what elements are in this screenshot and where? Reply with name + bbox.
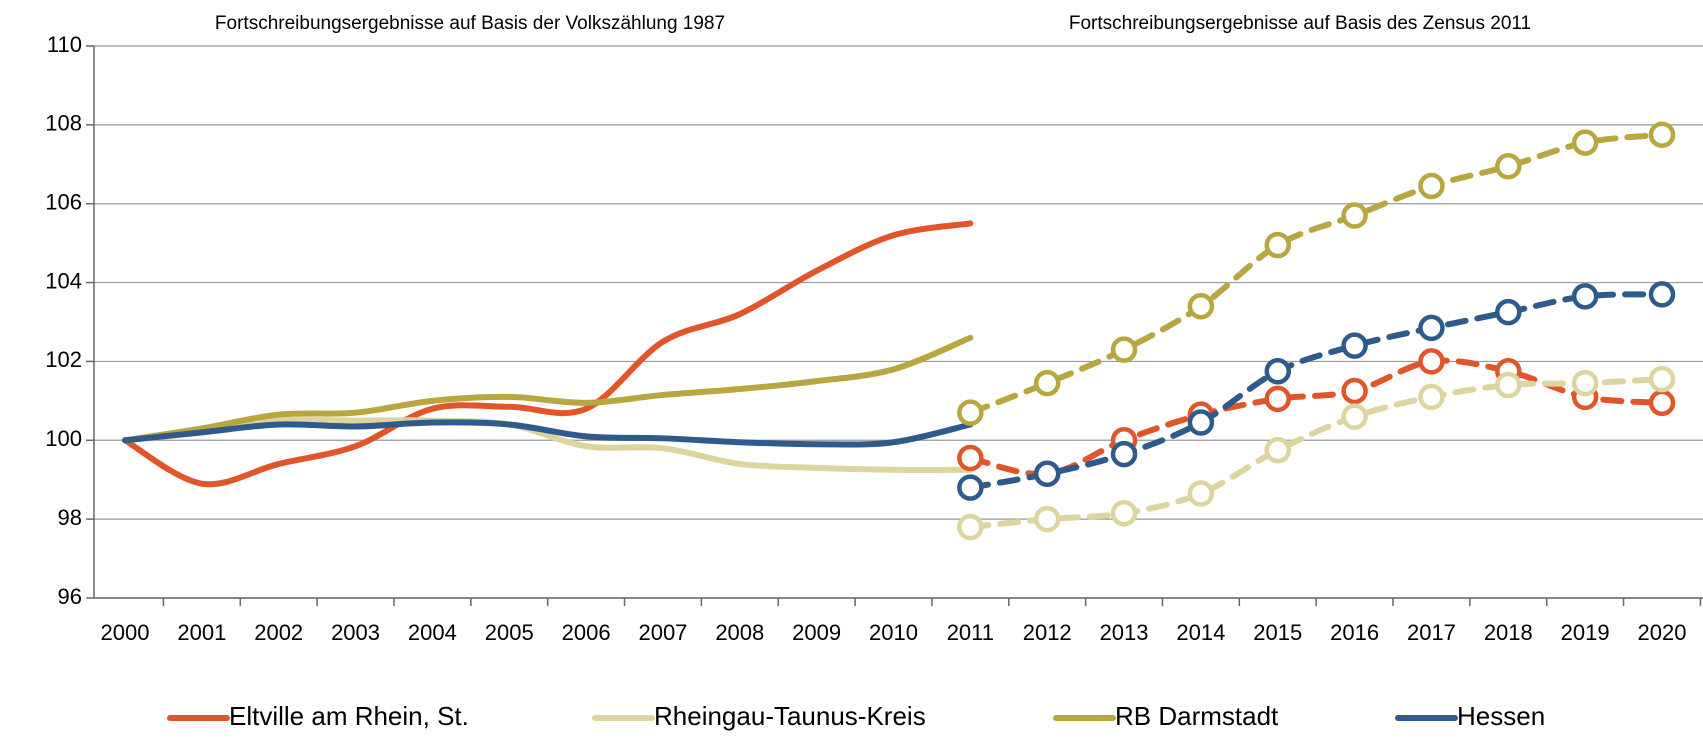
marker: [1418, 172, 1445, 200]
y-tick-label: 110: [47, 32, 82, 57]
x-tick-label: 2001: [177, 620, 226, 645]
dashed-line: [967, 357, 1665, 478]
marker: [1264, 385, 1291, 413]
y-tick-label: 108: [45, 111, 82, 136]
x-tick-label: 2015: [1253, 620, 1302, 645]
marker: [1418, 348, 1445, 375]
y-tick-label: 98: [58, 505, 82, 530]
marker: [1264, 358, 1291, 385]
marker: [1110, 440, 1138, 468]
x-tick-label: 2017: [1407, 620, 1456, 645]
marker: [1341, 332, 1368, 359]
marker: [1033, 369, 1061, 397]
x-tick-label: 2004: [408, 620, 457, 645]
marker: [1495, 371, 1522, 399]
x-tick-label: 2018: [1484, 620, 1533, 645]
marker: [1571, 283, 1599, 310]
y-tick-label: 100: [45, 426, 82, 451]
y-tick-label: 102: [45, 347, 82, 372]
marker: [1033, 460, 1061, 488]
marker: [1495, 153, 1522, 180]
marker: [1264, 436, 1291, 464]
marker: [957, 444, 984, 472]
line: [122, 334, 974, 444]
line: [122, 416, 974, 474]
x-tick-label: 2014: [1176, 620, 1225, 645]
legend-label: Rheingau-Taunus-Kreis: [654, 701, 926, 731]
dashed-line: [967, 376, 1665, 531]
x-tick-label: 2007: [638, 620, 687, 645]
marker: [1033, 505, 1061, 533]
x-tick-label: 2009: [792, 620, 841, 645]
marker: [1648, 121, 1676, 148]
marker: [1341, 202, 1368, 229]
x-tick-label: 2013: [1100, 620, 1149, 645]
annotation: Fortschreibungsergebnisse auf Basis des …: [1069, 13, 1531, 34]
marker: [1648, 389, 1676, 417]
line: [122, 419, 974, 448]
marker: [1187, 292, 1215, 320]
x-tick-label: 2012: [1023, 620, 1072, 645]
dashed-line: [967, 291, 1665, 491]
marker: [1648, 365, 1676, 393]
legend-label: RB Darmstadt: [1115, 701, 1279, 731]
legend-label: Hessen: [1457, 701, 1545, 731]
x-tick-label: 2003: [331, 620, 380, 645]
x-tick-label: 2006: [562, 620, 611, 645]
line: [122, 220, 974, 488]
x-tick-label: 2019: [1561, 620, 1610, 645]
marker: [957, 513, 984, 541]
y-tick-label: 104: [45, 268, 82, 293]
y-tick-label: 106: [45, 190, 82, 215]
marker: [1110, 499, 1138, 527]
x-tick-label: 2011: [947, 620, 994, 645]
dashed-line: [967, 131, 1665, 416]
y-tick-label: 96: [58, 584, 82, 609]
marker: [1341, 403, 1368, 430]
marker: [1648, 281, 1676, 308]
legend-label: Eltville am Rhein, St.: [229, 701, 469, 731]
x-tick-label: 2005: [485, 620, 534, 645]
marker: [1495, 298, 1522, 326]
x-tick-label: 2002: [254, 620, 303, 645]
marker: [1418, 383, 1445, 411]
marker: [1187, 480, 1215, 507]
marker: [1418, 314, 1445, 342]
x-tick-label: 2016: [1330, 620, 1379, 645]
x-tick-label: 2010: [869, 620, 918, 645]
annotation: Fortschreibungsergebnisse auf Basis der …: [215, 13, 725, 34]
x-tick-label: 2008: [715, 620, 764, 645]
x-tick-label: 2000: [101, 620, 150, 645]
marker: [1571, 129, 1599, 156]
marker: [1341, 377, 1368, 405]
marker: [1187, 409, 1215, 436]
marker: [1571, 369, 1599, 397]
marker: [957, 474, 984, 501]
marker: [1110, 336, 1138, 363]
marker: [957, 399, 984, 426]
x-tick-label: 2020: [1638, 620, 1687, 645]
marker: [1264, 231, 1291, 259]
